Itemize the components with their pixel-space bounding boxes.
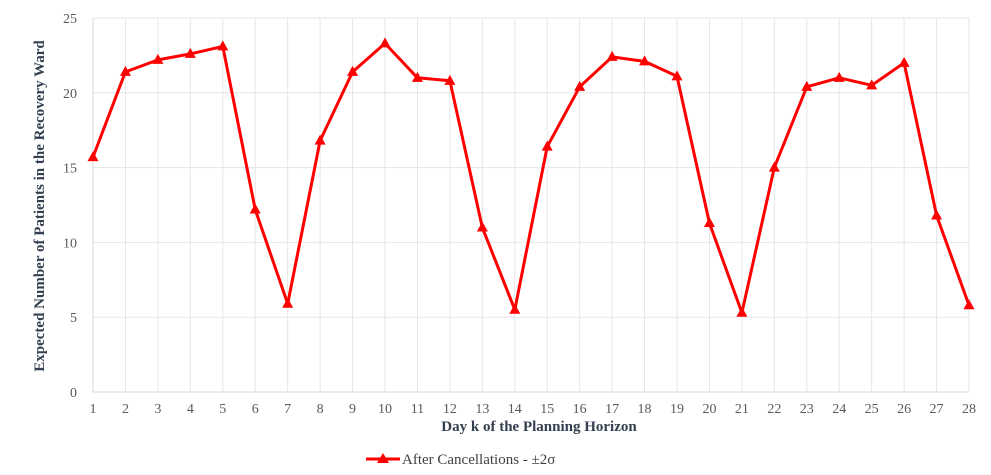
- gridlines: [93, 17, 970, 392]
- data-point-marker: [444, 74, 456, 85]
- axis-labels: Day k of the Planning Horizon Expected N…: [32, 40, 637, 435]
- x-tick-label: 22: [767, 402, 781, 417]
- x-tick-label: 13: [475, 402, 489, 417]
- data-point-marker: [703, 216, 715, 227]
- x-tick-label: 1: [90, 402, 97, 417]
- data-point-marker: [606, 50, 618, 61]
- y-tick-label: 25: [63, 12, 77, 27]
- x-tick-label: 20: [702, 402, 716, 417]
- x-tick-label: 10: [378, 402, 392, 417]
- x-tick-label: 21: [735, 402, 749, 417]
- x-tick-label: 18: [638, 402, 652, 417]
- data-point-marker: [314, 134, 326, 145]
- data-point-marker: [184, 47, 196, 58]
- x-tick-label: 17: [605, 402, 619, 417]
- x-tick-label: 2: [122, 402, 129, 417]
- data-point-marker: [671, 70, 683, 81]
- data-point-marker: [963, 299, 975, 310]
- data-point-marker: [736, 306, 748, 317]
- y-tick-label: 20: [63, 87, 77, 102]
- x-axis-title: Day k of the Planning Horizon: [441, 419, 637, 435]
- data-point-marker: [768, 161, 780, 172]
- x-tick-label: 12: [443, 402, 457, 417]
- data-point-marker: [866, 79, 878, 90]
- x-tick-label: 16: [573, 402, 587, 417]
- x-tick-label: 27: [930, 402, 944, 417]
- x-tick-label: 8: [317, 402, 324, 417]
- x-tick-label: 15: [540, 402, 554, 417]
- data-point-marker: [282, 297, 294, 308]
- data-point-marker: [476, 221, 488, 232]
- x-tick-label: 14: [508, 402, 522, 417]
- data-point-marker: [574, 80, 586, 91]
- data-point-marker: [541, 140, 553, 151]
- x-tick-label: 25: [865, 402, 879, 417]
- data-point-marker: [801, 80, 813, 91]
- legend-marker-icon: [377, 453, 389, 463]
- legend: After Cancellations - ±2σ: [366, 452, 555, 468]
- y-tick-label: 5: [70, 311, 77, 326]
- x-tick-label: 19: [670, 402, 684, 417]
- x-tick-label: 5: [219, 402, 226, 417]
- data-point-marker: [347, 65, 359, 76]
- y-tick-label: 10: [63, 236, 77, 251]
- data-point-marker: [249, 203, 261, 214]
- x-tick-label: 7: [284, 402, 291, 417]
- series-layer: [87, 37, 975, 317]
- data-point-marker: [119, 65, 131, 76]
- x-tick-label: 11: [411, 402, 424, 417]
- data-point-marker: [931, 209, 943, 220]
- y-tick-label: 15: [63, 162, 77, 177]
- data-point-marker: [639, 55, 651, 66]
- data-point-marker: [898, 56, 910, 67]
- x-tick-label: 28: [962, 402, 976, 417]
- data-point-marker: [833, 71, 845, 82]
- series-line: [91, 41, 971, 315]
- data-point-marker: [152, 53, 164, 64]
- data-point-marker: [379, 37, 391, 48]
- x-tick-label: 3: [154, 402, 161, 417]
- x-tick-label: 23: [800, 402, 814, 417]
- x-tick-label: 9: [349, 402, 356, 417]
- x-tick-label: 26: [897, 402, 911, 417]
- data-point-marker: [217, 40, 229, 51]
- x-tick-label: 24: [832, 402, 846, 417]
- data-point-marker: [411, 71, 423, 82]
- data-point-marker: [87, 151, 99, 162]
- x-tick-label: 6: [252, 402, 259, 417]
- y-axis-title: Expected Number of Patients in the Recov…: [32, 40, 48, 372]
- x-tick-label: 4: [187, 402, 194, 417]
- data-point-marker: [509, 303, 521, 314]
- legend-label: After Cancellations - ±2σ: [402, 452, 555, 468]
- y-tick-label: 0: [70, 386, 77, 401]
